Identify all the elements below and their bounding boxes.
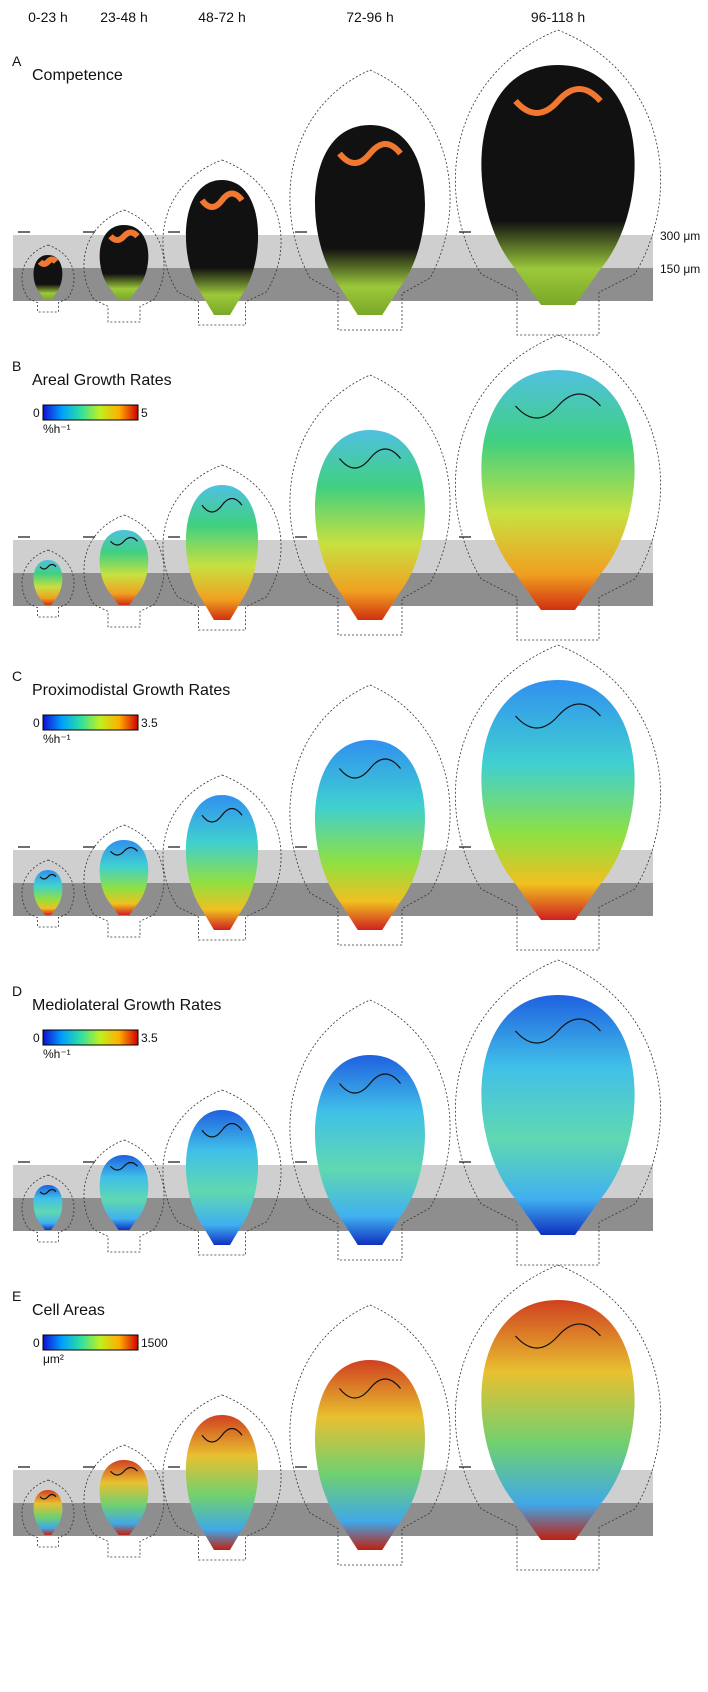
scale-unit: %h⁻¹	[43, 422, 71, 436]
scale-max: 3.5	[141, 1031, 158, 1045]
scale-unit: μm²	[43, 1352, 64, 1366]
scale-min: 0	[33, 716, 40, 730]
time-label: 96-118 h	[531, 9, 585, 25]
panel-title: Competence	[32, 67, 123, 84]
figure: 0-23 h 23-48 h 48-72 h 72-96 h 96-118 h A Comp…	[0, 0, 708, 1692]
scale-unit: %h⁻¹	[43, 732, 71, 746]
scale-max: 5	[141, 406, 148, 420]
time-label: 0-23 h	[28, 9, 68, 25]
panel-title: Mediolateral Growth Rates	[32, 997, 221, 1014]
scale-max: 3.5	[141, 716, 158, 730]
scale-unit: %h⁻¹	[43, 1047, 71, 1061]
scale-label: 150 μm	[660, 262, 700, 276]
panel-letter: C	[12, 668, 22, 684]
panel-letter: B	[12, 358, 21, 374]
colorbar	[43, 715, 138, 730]
time-label: 48-72 h	[198, 9, 245, 25]
scale-min: 0	[33, 406, 40, 420]
scale-min: 0	[33, 1031, 40, 1045]
colorbar	[43, 405, 138, 420]
scale-min: 0	[33, 1336, 40, 1350]
panel-title: Areal Growth Rates	[32, 372, 172, 389]
scale-label: 300 μm	[660, 229, 700, 243]
panel-letter: A	[12, 53, 22, 69]
panel-title: Proximodistal Growth Rates	[32, 682, 230, 699]
time-label: 23-48 h	[100, 9, 147, 25]
scale-max: 1500	[141, 1336, 168, 1350]
time-label: 72-96 h	[346, 9, 393, 25]
competence-front	[40, 260, 56, 265]
colorbar	[43, 1030, 138, 1045]
panel-letter: D	[12, 983, 22, 999]
panel-title: Cell Areas	[32, 1302, 105, 1319]
colorbar	[43, 1335, 138, 1350]
panel-letter: E	[12, 1288, 21, 1304]
